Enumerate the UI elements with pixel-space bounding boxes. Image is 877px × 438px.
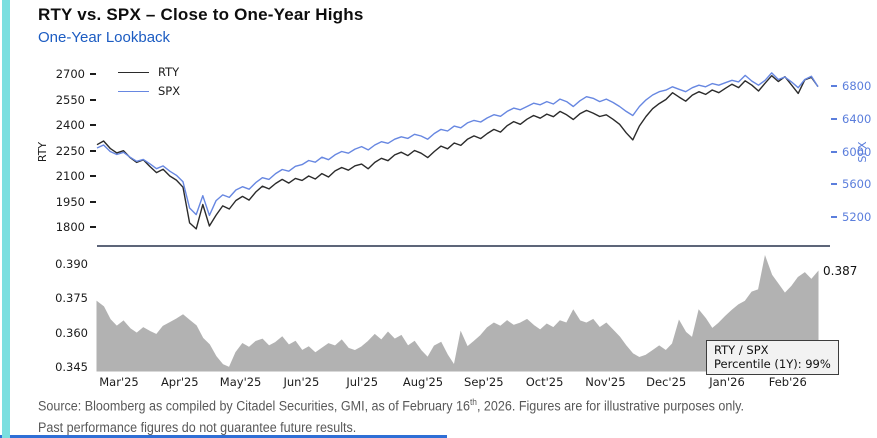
last-value-label: 0.387 [823, 264, 858, 278]
legend-label: SPX [158, 84, 181, 98]
percentile-box: RTY / SPX Percentile (1Y): 99% [706, 340, 839, 375]
ratio-axis-tick: 0.390 [55, 257, 88, 271]
x-axis-label: Mar'25 [99, 375, 139, 389]
ratio-axis-tick: 0.360 [55, 325, 88, 340]
left-axis-tick: 2100 [30, 169, 96, 183]
legend-item-rty: RTY [118, 65, 180, 79]
bottom-border [0, 435, 447, 438]
legend-label: RTY [158, 65, 180, 79]
x-axis-label: Jul'25 [346, 375, 379, 389]
tick-label: 2400 [55, 118, 85, 132]
spx-line [96, 72, 819, 217]
tick-mark [90, 149, 96, 152]
x-axis-label: Jun'25 [283, 375, 320, 389]
tick-mark [90, 226, 96, 228]
ratio-area [96, 254, 819, 372]
left-axis-tick: 2700 [30, 67, 96, 81]
tick-label: 2700 [55, 67, 85, 81]
left-axis-tick: 1950 [30, 195, 96, 209]
tick-label: 2550 [55, 92, 85, 107]
tick-label: 6400 [842, 111, 872, 126]
ratio-axis-tick: 0.375 [55, 291, 88, 306]
x-axis-label: Feb'26 [768, 375, 807, 389]
legend-item-spx: SPX [118, 84, 180, 98]
x-axis-label: Apr'25 [160, 375, 199, 389]
tick-mark [90, 73, 96, 75]
left-axis-tick: 2250 [30, 144, 96, 158]
x-axis-label: Aug'25 [402, 375, 444, 389]
left-axis-tick: 2550 [30, 93, 96, 107]
x-axis-label: Dec'25 [646, 375, 687, 389]
right-axis-tick: 5600 [831, 177, 871, 191]
x-axis-label: Nov'25 [585, 375, 626, 389]
source-line-1: Source: Bloomberg as compiled by Citadel… [38, 397, 744, 414]
tick-label: 5600 [842, 177, 872, 192]
left-axis-tick: 1800 [30, 220, 96, 234]
tick-label: 6000 [842, 144, 872, 159]
page-subtitle: One-Year Lookback [38, 29, 171, 46]
tick-label: 1800 [55, 220, 85, 234]
right-axis-tick: 6400 [831, 112, 871, 126]
tick-label: 2250 [55, 143, 85, 158]
legend-line-swatch [118, 90, 149, 92]
tick-mark [90, 200, 96, 203]
price-chart [96, 72, 819, 230]
panel-divider [97, 245, 830, 247]
tick-mark [90, 98, 96, 101]
tick-mark [831, 117, 837, 120]
x-axis-label: Jan'26 [709, 375, 745, 389]
x-axis-label: Sep'25 [464, 375, 504, 389]
right-axis-tick: 6000 [831, 145, 871, 159]
ratio-chart [96, 254, 819, 372]
tick-label: 2100 [55, 169, 85, 183]
tick-mark [90, 175, 96, 177]
percentile-box-value: Percentile (1Y): 99% [714, 357, 831, 371]
x-axis-label: May'25 [219, 375, 262, 389]
right-axis-tick: 6800 [831, 79, 871, 93]
source-note: Source: Bloomberg as compiled by Citadel… [38, 392, 744, 438]
left-axis-tick: 2400 [30, 118, 96, 132]
tick-mark [831, 150, 837, 153]
tick-mark [90, 124, 96, 126]
tick-mark [831, 183, 837, 186]
accent-bar [2, 0, 10, 438]
tick-label: 1950 [55, 194, 85, 209]
rty-line [96, 74, 819, 230]
right-axis-tick: 5200 [831, 210, 871, 224]
tick-mark [831, 216, 837, 218]
percentile-box-title: RTY / SPX [714, 343, 769, 357]
ratio-axis-tick: 0.345 [55, 360, 88, 374]
source-line-2: Past performance figures do not guarante… [38, 419, 357, 435]
legend-line-swatch [118, 71, 149, 73]
x-axis-label: Oct'25 [525, 375, 564, 389]
tick-mark [831, 85, 837, 87]
tick-label: 5200 [842, 210, 872, 224]
legend: RTY SPX [118, 65, 180, 98]
tick-label: 6800 [842, 79, 872, 93]
page-title: RTY vs. SPX – Close to One-Year Highs [38, 5, 364, 24]
